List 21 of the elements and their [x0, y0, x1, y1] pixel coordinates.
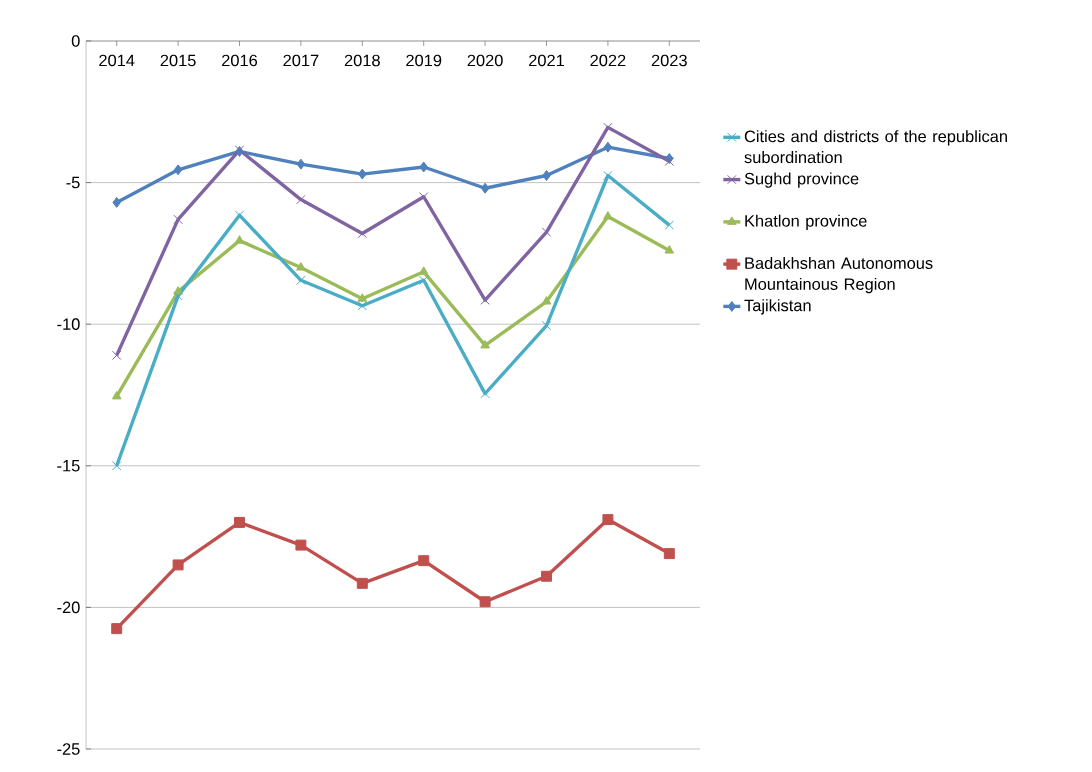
- legend-label: Tajikistan: [744, 299, 811, 315]
- legend-label: Badakhshan Autonomous Mountainous Region: [745, 256, 933, 294]
- x-tick-label: 2018: [344, 54, 380, 67]
- x-tick-label: 2014: [99, 54, 135, 67]
- legend-label: Sughd province: [744, 172, 859, 188]
- y-tick-label: -10: [57, 318, 80, 331]
- x-tick-label: 2022: [590, 54, 626, 67]
- y-tick-label: 0: [71, 35, 80, 47]
- x-tick-label: 2019: [406, 54, 442, 67]
- x-tick-label: 2020: [467, 54, 503, 67]
- legend-label: Khatlon province: [745, 214, 867, 230]
- x-tick-label: 2023: [651, 54, 687, 67]
- y-tick-label: -25: [57, 743, 80, 755]
- x-tick-label: 2021: [529, 54, 564, 67]
- y-tick-label: -5: [66, 176, 80, 189]
- y-tick-label: -20: [57, 601, 80, 614]
- x-tick-label: 2015: [160, 54, 196, 67]
- legend-label: Cities and districts of the republican subordination: [744, 130, 1007, 164]
- x-tick-label: 2016: [222, 54, 258, 67]
- y-tick-label: -15: [57, 460, 80, 472]
- x-tick-label: 2017: [283, 54, 319, 67]
